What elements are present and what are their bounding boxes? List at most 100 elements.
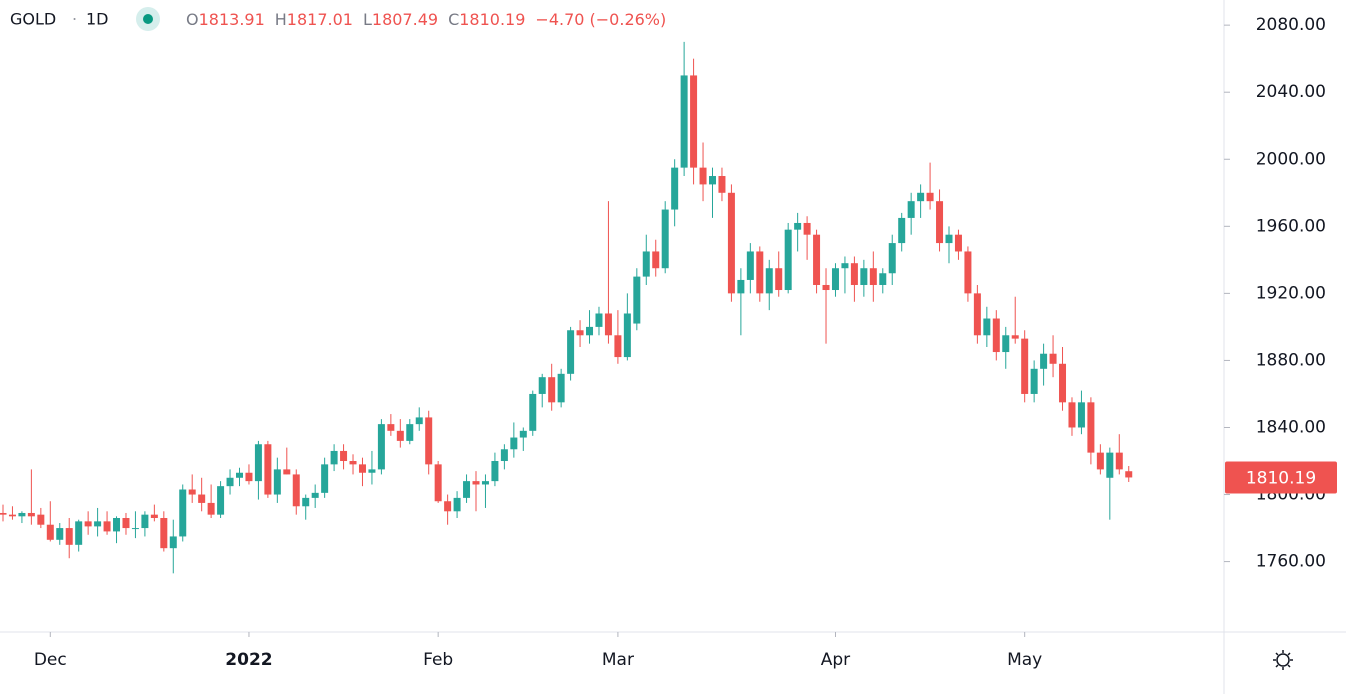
ohlc-item: H (275, 10, 287, 29)
body (27, 512, 35, 517)
body (198, 494, 206, 503)
body (879, 273, 887, 285)
separator: · (72, 10, 77, 29)
body (519, 430, 527, 438)
body (652, 251, 660, 269)
y-tick-label: 2040.00 (1256, 82, 1326, 102)
body (472, 481, 480, 485)
body (358, 464, 366, 473)
body (368, 469, 376, 473)
body (727, 192, 735, 294)
body (302, 497, 310, 507)
body (822, 284, 830, 291)
settings-icon[interactable] (1273, 650, 1293, 670)
body (945, 234, 953, 244)
body (311, 492, 319, 498)
body (888, 243, 896, 274)
body (709, 176, 716, 185)
body (737, 279, 745, 294)
body (803, 222, 811, 235)
body (557, 373, 565, 403)
body (340, 450, 348, 462)
body (491, 461, 499, 482)
body (444, 501, 452, 512)
body (131, 528, 139, 530)
body (8, 514, 16, 517)
ohlc-item: C (448, 10, 459, 29)
body (954, 234, 962, 252)
body (217, 486, 225, 515)
body (330, 450, 338, 465)
body (46, 524, 54, 540)
body (756, 251, 764, 294)
gear[interactable] (1276, 653, 1290, 667)
body (604, 313, 612, 336)
body (463, 481, 471, 498)
gear-teeth[interactable] (1273, 650, 1293, 670)
body (765, 268, 773, 294)
body (226, 477, 234, 487)
body (283, 469, 291, 475)
body (1021, 338, 1029, 394)
body (37, 514, 45, 525)
ohlc-item: L (363, 10, 372, 29)
body (784, 229, 792, 291)
y-tick-label: 1840.00 (1256, 417, 1326, 437)
ohlc-item: 1813.91 (199, 10, 265, 29)
body (273, 469, 281, 495)
body (1030, 368, 1038, 394)
body (576, 330, 584, 336)
body (236, 472, 243, 478)
body (387, 424, 395, 431)
x-tick-label: Mar (602, 650, 634, 670)
interval: 1D (86, 10, 109, 29)
body (831, 268, 839, 291)
body (926, 192, 934, 202)
y-tick-label: 2000.00 (1256, 149, 1326, 169)
body (207, 502, 215, 515)
x-tick-label: 2022 (225, 650, 272, 670)
body (510, 437, 518, 450)
ohlc-item: O (186, 10, 199, 29)
x-tick-label: Feb (423, 650, 453, 670)
body (595, 313, 603, 327)
body (718, 176, 726, 193)
body (1049, 353, 1057, 364)
body (614, 335, 622, 358)
body (75, 521, 83, 545)
body (860, 268, 868, 285)
body (907, 201, 915, 218)
body (188, 489, 196, 495)
body (690, 75, 698, 168)
ohlc-legend: O1813.91 H1817.01 L1807.49 C1810.19 −4.70 (−… (186, 10, 666, 29)
body (150, 514, 158, 519)
body (661, 209, 669, 269)
body (141, 514, 149, 529)
body (377, 424, 385, 470)
body (1106, 452, 1114, 478)
body (169, 536, 177, 549)
body (254, 444, 262, 482)
body (633, 276, 641, 324)
body (775, 268, 783, 291)
body (813, 234, 821, 285)
body (1040, 353, 1048, 369)
body (264, 444, 272, 495)
ohlc-item: −4.70 (−0.26%) (535, 10, 666, 29)
x-tick-label: May (1007, 650, 1042, 670)
body (898, 217, 906, 244)
body (671, 167, 679, 210)
body (841, 263, 849, 269)
body (481, 481, 489, 485)
body (122, 518, 130, 529)
header: GOLD · 1D O1813.91 H1817.01 L1807.49 C1810.… (10, 7, 666, 31)
candles (0, 41, 1133, 574)
body (113, 518, 121, 532)
body (529, 393, 537, 431)
body (0, 512, 7, 515)
body (160, 518, 168, 549)
body (548, 377, 556, 403)
last-price-box (1225, 461, 1337, 494)
body (500, 449, 508, 462)
